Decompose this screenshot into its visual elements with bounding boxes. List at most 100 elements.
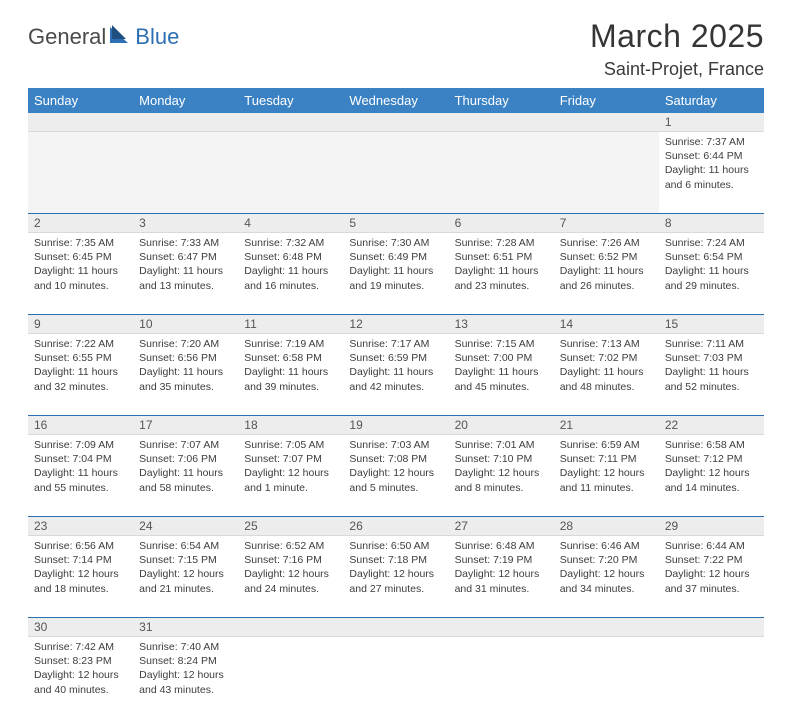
day-cell-line: Sunrise: 7:07 AM xyxy=(139,438,232,452)
day-cell: Sunrise: 7:33 AMSunset: 6:47 PMDaylight:… xyxy=(133,233,238,315)
day-cell-line: Daylight: 11 hours and 55 minutes. xyxy=(34,466,127,494)
day-number xyxy=(554,618,659,637)
day-cell-line: Sunset: 7:22 PM xyxy=(665,553,758,567)
day-cell-line: Sunrise: 6:52 AM xyxy=(244,539,337,553)
day-cell: Sunrise: 7:32 AMSunset: 6:48 PMDaylight:… xyxy=(238,233,343,315)
day-number: 17 xyxy=(133,416,238,435)
day-cell-line: Sunrise: 7:11 AM xyxy=(665,337,758,351)
day-number: 4 xyxy=(238,214,343,233)
day-cell-line: Sunset: 7:00 PM xyxy=(455,351,548,365)
day-cell: Sunrise: 7:19 AMSunset: 6:58 PMDaylight:… xyxy=(238,334,343,416)
day-content-row: Sunrise: 6:56 AMSunset: 7:14 PMDaylight:… xyxy=(28,536,764,618)
day-cell-line: Sunset: 6:49 PM xyxy=(349,250,442,264)
day-cell-line: Sunrise: 6:59 AM xyxy=(560,438,653,452)
day-cell-line: Sunrise: 6:48 AM xyxy=(455,539,548,553)
day-number: 23 xyxy=(28,517,133,536)
day-cell: Sunrise: 7:20 AMSunset: 6:56 PMDaylight:… xyxy=(133,334,238,416)
day-cell: Sunrise: 6:59 AMSunset: 7:11 PMDaylight:… xyxy=(554,435,659,517)
day-cell: Sunrise: 7:42 AMSunset: 8:23 PMDaylight:… xyxy=(28,637,133,719)
day-cell-line: Daylight: 12 hours and 24 minutes. xyxy=(244,567,337,595)
day-number: 22 xyxy=(659,416,764,435)
day-cell-line: Sunset: 6:44 PM xyxy=(665,149,758,163)
day-cell-line: Sunrise: 7:33 AM xyxy=(139,236,232,250)
day-cell-line: Sunset: 6:45 PM xyxy=(34,250,127,264)
day-cell: Sunrise: 6:52 AMSunset: 7:16 PMDaylight:… xyxy=(238,536,343,618)
day-cell-line: Daylight: 11 hours and 16 minutes. xyxy=(244,264,337,292)
day-cell-line: Sunset: 7:03 PM xyxy=(665,351,758,365)
location: Saint-Projet, France xyxy=(590,59,764,80)
day-cell-line: Daylight: 11 hours and 13 minutes. xyxy=(139,264,232,292)
day-number-row: 1 xyxy=(28,113,764,132)
day-number-row: 16171819202122 xyxy=(28,416,764,435)
col-saturday: Saturday xyxy=(659,88,764,113)
day-cell-line: Sunrise: 7:13 AM xyxy=(560,337,653,351)
day-number: 19 xyxy=(343,416,448,435)
logo: General Blue xyxy=(28,24,179,50)
month-title: March 2025 xyxy=(590,18,764,55)
day-number: 15 xyxy=(659,315,764,334)
day-number: 13 xyxy=(449,315,554,334)
day-cell-line: Sunset: 6:52 PM xyxy=(560,250,653,264)
day-cell-line: Daylight: 12 hours and 27 minutes. xyxy=(349,567,442,595)
col-friday: Friday xyxy=(554,88,659,113)
day-cell xyxy=(554,637,659,719)
day-cell-line: Daylight: 11 hours and 45 minutes. xyxy=(455,365,548,393)
col-thursday: Thursday xyxy=(449,88,554,113)
day-cell: Sunrise: 7:03 AMSunset: 7:08 PMDaylight:… xyxy=(343,435,448,517)
day-cell-line: Sunset: 8:24 PM xyxy=(139,654,232,668)
weekday-header-row: Sunday Monday Tuesday Wednesday Thursday… xyxy=(28,88,764,113)
day-number xyxy=(343,113,448,132)
day-cell-line: Sunrise: 7:42 AM xyxy=(34,640,127,654)
day-number xyxy=(554,113,659,132)
day-number: 27 xyxy=(449,517,554,536)
logo-text-blue: Blue xyxy=(135,24,179,50)
day-cell-line: Sunset: 7:08 PM xyxy=(349,452,442,466)
col-tuesday: Tuesday xyxy=(238,88,343,113)
day-cell-line: Daylight: 11 hours and 35 minutes. xyxy=(139,365,232,393)
day-number-row: 3031 xyxy=(28,618,764,637)
day-cell-line: Sunrise: 7:01 AM xyxy=(455,438,548,452)
day-cell-line: Sunset: 6:59 PM xyxy=(349,351,442,365)
day-cell-line: Sunrise: 7:37 AM xyxy=(665,135,758,149)
day-cell: Sunrise: 7:07 AMSunset: 7:06 PMDaylight:… xyxy=(133,435,238,517)
day-cell-line: Sunrise: 6:54 AM xyxy=(139,539,232,553)
calendar-table: Sunday Monday Tuesday Wednesday Thursday… xyxy=(28,88,764,719)
day-cell-line: Sunset: 8:23 PM xyxy=(34,654,127,668)
day-cell-line: Sunset: 7:16 PM xyxy=(244,553,337,567)
day-number xyxy=(28,113,133,132)
day-number: 28 xyxy=(554,517,659,536)
day-cell-line: Sunset: 6:54 PM xyxy=(665,250,758,264)
day-cell-line: Daylight: 12 hours and 31 minutes. xyxy=(455,567,548,595)
day-cell-line: Sunset: 6:51 PM xyxy=(455,250,548,264)
day-content-row: Sunrise: 7:22 AMSunset: 6:55 PMDaylight:… xyxy=(28,334,764,416)
day-cell-line: Daylight: 12 hours and 40 minutes. xyxy=(34,668,127,696)
day-number-row: 2345678 xyxy=(28,214,764,233)
day-content-row: Sunrise: 7:35 AMSunset: 6:45 PMDaylight:… xyxy=(28,233,764,315)
day-cell: Sunrise: 6:50 AMSunset: 7:18 PMDaylight:… xyxy=(343,536,448,618)
day-cell: Sunrise: 7:22 AMSunset: 6:55 PMDaylight:… xyxy=(28,334,133,416)
day-cell-line: Sunset: 7:19 PM xyxy=(455,553,548,567)
day-cell-line: Sunrise: 7:22 AM xyxy=(34,337,127,351)
day-number: 31 xyxy=(133,618,238,637)
day-cell: Sunrise: 7:24 AMSunset: 6:54 PMDaylight:… xyxy=(659,233,764,315)
day-cell-line: Sunrise: 6:44 AM xyxy=(665,539,758,553)
day-cell: Sunrise: 7:17 AMSunset: 6:59 PMDaylight:… xyxy=(343,334,448,416)
day-number: 1 xyxy=(659,113,764,132)
day-cell-line: Sunrise: 6:46 AM xyxy=(560,539,653,553)
flag-icon xyxy=(110,25,132,50)
day-cell-line: Daylight: 11 hours and 58 minutes. xyxy=(139,466,232,494)
day-cell-line: Daylight: 12 hours and 8 minutes. xyxy=(455,466,548,494)
day-cell-line: Daylight: 12 hours and 34 minutes. xyxy=(560,567,653,595)
day-cell-line: Daylight: 11 hours and 19 minutes. xyxy=(349,264,442,292)
day-cell-line: Daylight: 12 hours and 5 minutes. xyxy=(349,466,442,494)
day-cell: Sunrise: 6:48 AMSunset: 7:19 PMDaylight:… xyxy=(449,536,554,618)
header: General Blue March 2025 Saint-Projet, Fr… xyxy=(28,18,764,80)
day-cell: Sunrise: 7:40 AMSunset: 8:24 PMDaylight:… xyxy=(133,637,238,719)
day-number xyxy=(343,618,448,637)
day-cell-line: Daylight: 12 hours and 11 minutes. xyxy=(560,466,653,494)
day-cell-line: Daylight: 11 hours and 39 minutes. xyxy=(244,365,337,393)
day-cell-line: Sunrise: 6:58 AM xyxy=(665,438,758,452)
day-content-row: Sunrise: 7:42 AMSunset: 8:23 PMDaylight:… xyxy=(28,637,764,719)
day-number: 5 xyxy=(343,214,448,233)
day-cell-line: Sunrise: 6:50 AM xyxy=(349,539,442,553)
